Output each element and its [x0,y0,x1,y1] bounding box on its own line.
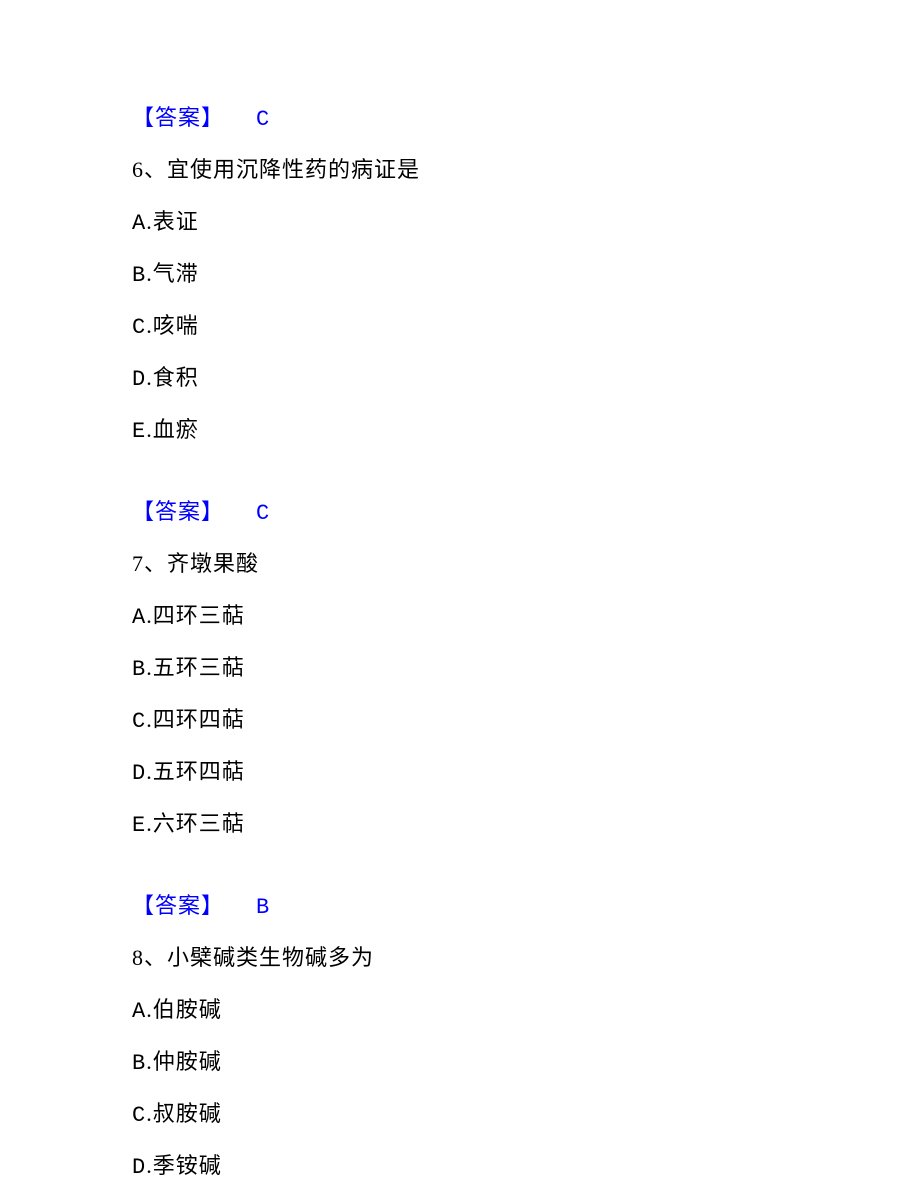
option-letter: E [132,419,146,444]
option-a: A.四环三萜 [132,598,920,630]
option-text: 叔胺碱 [153,1101,222,1126]
option-text: 季铵碱 [153,1153,222,1178]
question-content: 宜使用沉降性药的病证是 [167,157,420,182]
option-text: 食积 [153,365,199,390]
option-letter: A [132,211,146,236]
option-letter: B [132,263,146,288]
option-b: B.仲胺碱 [132,1044,920,1076]
answer-value: B [256,895,269,920]
answer-label: 【答案】 [132,105,224,130]
question-text: 8、小檗碱类生物碱多为 [132,940,920,972]
option-d: D.五环四萜 [132,754,920,786]
question-number: 8 [132,945,144,970]
option-letter: D [132,367,146,392]
option-text: 六环三萜 [153,811,245,836]
question-content: 小檗碱类生物碱多为 [167,945,374,970]
option-text: 四环四萜 [153,707,245,732]
question-text: 7、齐墩果酸 [132,546,920,578]
option-text: 气滞 [153,261,199,286]
option-letter: E [132,813,146,838]
answer-label: 【答案】 [132,499,224,524]
question-7: 7、齐墩果酸 A.四环三萜 B.五环三萜 C.四环四萜 D.五环四萜 E.六环三… [132,546,920,838]
question-6: 6、宜使用沉降性药的病证是 A.表证 B.气滞 C.咳喘 D.食积 E.血瘀 [132,152,920,444]
option-d: D.食积 [132,360,920,392]
question-text: 6、宜使用沉降性药的病证是 [132,152,920,184]
option-a: A.表证 [132,204,920,236]
option-text: 四环三萜 [153,603,245,628]
option-letter: A [132,999,146,1024]
option-text: 五环三萜 [153,655,245,680]
option-letter: B [132,657,146,682]
option-letter: B [132,1051,146,1076]
option-text: 伯胺碱 [153,997,222,1022]
option-e: E.六环三萜 [132,806,920,838]
option-c: C.咳喘 [132,308,920,340]
option-d: D.季铵碱 [132,1148,920,1180]
question-8: 8、小檗碱类生物碱多为 A.伯胺碱 B.仲胺碱 C.叔胺碱 D.季铵碱 [132,940,920,1180]
option-letter: D [132,1155,146,1180]
option-e: E.血瘀 [132,412,920,444]
option-text: 表证 [153,209,199,234]
option-letter: D [132,761,146,786]
option-letter: C [132,709,146,734]
option-text: 咳喘 [153,313,199,338]
answer-label: 【答案】 [132,893,224,918]
option-c: C.叔胺碱 [132,1096,920,1128]
question-separator: 、 [144,945,167,970]
answer-block-2: 【答案】 C [132,494,920,526]
option-letter: C [132,1103,146,1128]
option-b: B.气滞 [132,256,920,288]
option-c: C.四环四萜 [132,702,920,734]
option-a: A.伯胺碱 [132,992,920,1024]
question-content: 齐墩果酸 [167,551,259,576]
answer-block-1: 【答案】 C [132,100,920,132]
answer-value: C [256,501,269,526]
option-text: 五环四萜 [153,759,245,784]
option-letter: C [132,315,146,340]
option-b: B.五环三萜 [132,650,920,682]
option-letter: A [132,605,146,630]
answer-block-3: 【答案】 B [132,888,920,920]
question-separator: 、 [144,157,167,182]
question-number: 6 [132,157,144,182]
answer-value: C [256,107,269,132]
question-number: 7 [132,551,144,576]
option-text: 血瘀 [153,417,199,442]
option-text: 仲胺碱 [153,1049,222,1074]
question-separator: 、 [144,551,167,576]
